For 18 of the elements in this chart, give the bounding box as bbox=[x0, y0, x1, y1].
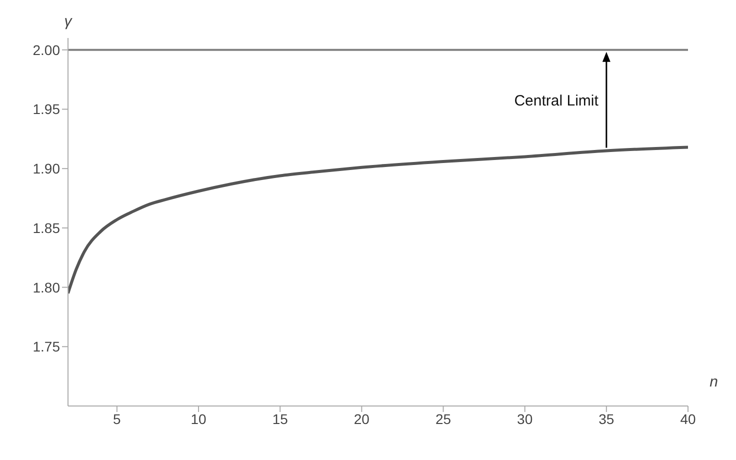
x-tick-label: 20 bbox=[354, 410, 370, 427]
y-tick-label: 1.95 bbox=[32, 101, 60, 118]
x-tick-label: 35 bbox=[598, 410, 614, 427]
y-tick-label: 1.75 bbox=[32, 338, 60, 355]
annotation: Central Limit bbox=[514, 92, 600, 110]
x-axis-title: n bbox=[710, 374, 718, 391]
y-tick-label: 1.80 bbox=[32, 279, 60, 296]
x-tick-label: 30 bbox=[517, 410, 533, 427]
y-tick-label: 2.00 bbox=[32, 42, 60, 58]
x-tick-label: 25 bbox=[435, 410, 452, 427]
y-tick-label: 1.90 bbox=[32, 160, 60, 177]
y-tick-label: 1.85 bbox=[32, 220, 60, 236]
x-tick-label: 5 bbox=[113, 410, 122, 427]
x-tick-label: 40 bbox=[680, 410, 696, 427]
y-axis-title: γ bbox=[64, 13, 74, 30]
x-tick-label: 15 bbox=[272, 410, 288, 427]
line-series bbox=[68, 146, 688, 295]
x-tick-label: 10 bbox=[190, 410, 207, 427]
